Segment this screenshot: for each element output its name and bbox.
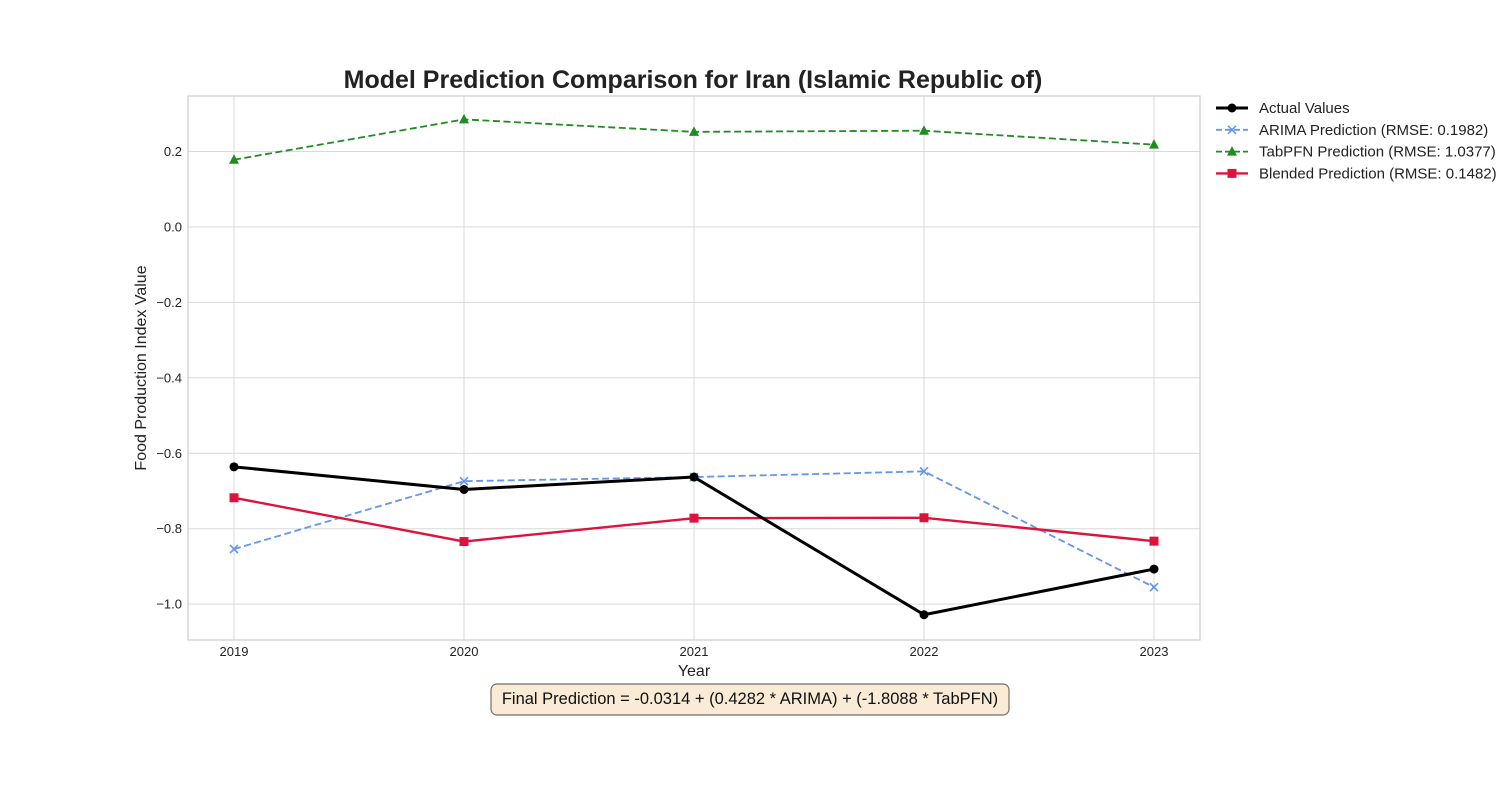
x-tick-label: 2021	[680, 644, 709, 659]
tabpfn-prediction-point	[229, 154, 239, 164]
y-tick-label: −1.0	[156, 597, 182, 612]
plot-frame	[187, 95, 1201, 641]
legend-marker	[1227, 125, 1237, 135]
arima-prediction-point	[1149, 582, 1159, 592]
blended-prediction-point	[919, 513, 929, 523]
legend-item-arima-prediction: ARIMA Prediction (RMSE: 0.1982)	[1216, 122, 1488, 139]
y-tick-label: 0.0	[164, 219, 182, 234]
legend-marker	[1227, 146, 1237, 156]
blended-prediction-point	[689, 513, 699, 523]
x-tick-label: 2022	[910, 644, 939, 659]
y-tick-labels: 0.2 0.0 −0.2 −0.4 −0.6 −0.8 −1.0	[156, 144, 182, 612]
arima-prediction-point	[459, 476, 469, 486]
series-layer	[229, 113, 1159, 620]
tabpfn-prediction-point	[689, 126, 699, 136]
legend-label: Actual Values	[1259, 100, 1350, 117]
arima-prediction-point	[919, 466, 929, 476]
x-tick-labels: 2019 2020 2021 2022 2023	[220, 644, 1169, 659]
blended-prediction-point	[459, 537, 469, 547]
x-tick-label: 2023	[1140, 644, 1169, 659]
series-tabpfn-prediction	[229, 113, 1159, 164]
chart-title: Model Prediction Comparison for Iran (Is…	[344, 66, 1043, 94]
x-tick-label: 2020	[450, 644, 479, 659]
tabpfn-prediction-point	[919, 125, 929, 135]
legend-item-tabpfn-prediction: TabPFN Prediction (RMSE: 1.0377)	[1216, 144, 1496, 161]
y-axis-label: Food Production Index Value	[133, 265, 150, 470]
actual-values-point	[689, 472, 699, 482]
legend-label: TabPFN Prediction (RMSE: 1.0377)	[1259, 144, 1496, 161]
tabpfn-prediction-point	[1149, 139, 1159, 149]
legend-label: Blended Prediction (RMSE: 0.1482)	[1259, 165, 1497, 182]
grid	[188, 96, 1200, 640]
y-tick-label: −0.8	[156, 521, 182, 536]
blended-prediction-point	[229, 493, 239, 503]
actual-values-point	[919, 610, 929, 620]
series-actual-values	[229, 462, 1159, 620]
y-tick-label: −0.4	[156, 370, 182, 385]
x-axis-label: Year	[678, 663, 711, 680]
actual-values-point	[1149, 564, 1159, 574]
legend-item-blended-prediction: Blended Prediction (RMSE: 0.1482)	[1216, 165, 1497, 182]
actual-values-point	[229, 462, 239, 472]
y-tick-label: −0.6	[156, 446, 182, 461]
legend-marker	[1227, 168, 1237, 178]
annotation-box: Final Prediction = -0.0314 + (0.4282 * A…	[490, 683, 1010, 716]
legend-marker	[1227, 103, 1237, 113]
series-blended-prediction	[229, 493, 1159, 547]
legend-label: ARIMA Prediction (RMSE: 0.1982)	[1259, 122, 1488, 139]
y-tick-label: −0.2	[156, 295, 182, 310]
tabpfn-prediction-point	[459, 113, 469, 124]
arima-prediction-point	[229, 544, 239, 554]
actual-values-point	[459, 484, 469, 494]
legend: Actual Values ARIMA Prediction (RMSE: 0.1…	[1216, 100, 1497, 182]
blended-prediction-point	[1149, 536, 1159, 546]
y-tick-label: 0.2	[164, 144, 182, 159]
arima-prediction-line	[233, 470, 1155, 588]
x-tick-label: 2019	[220, 644, 249, 659]
annotation-background	[490, 683, 1010, 716]
legend-item-actual-values: Actual Values	[1216, 100, 1350, 117]
annotation-text: Final Prediction = -0.0314 + (0.4282 * A…	[502, 690, 998, 708]
